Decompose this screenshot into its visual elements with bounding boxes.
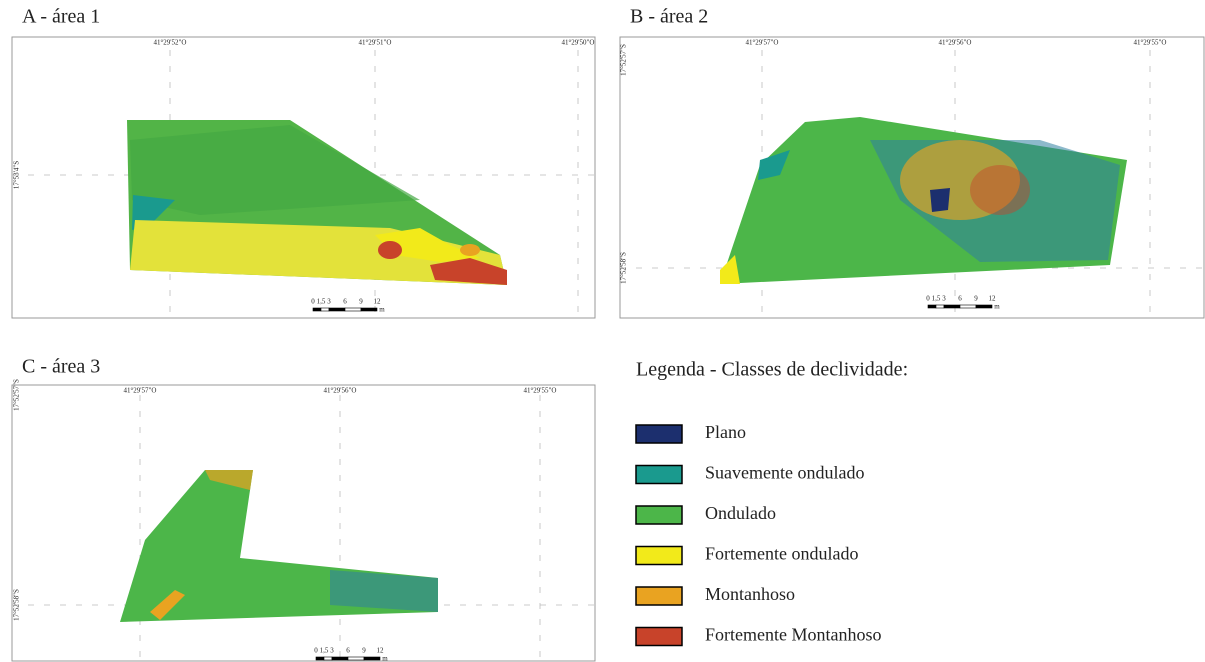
scale-bar-label: 6 <box>343 298 347 306</box>
panel-title: B - área 2 <box>630 6 708 28</box>
longitude-label: 41°29'52"O <box>154 39 187 47</box>
legend-label: Suavemente ondulado <box>705 463 864 483</box>
latitude-label: 17°52'57"S <box>13 379 21 411</box>
scale-bar-segment <box>361 308 377 311</box>
longitude-label: 41°29'51"O <box>359 39 392 47</box>
latitude-label: 17°52'58"S <box>620 252 628 284</box>
scale-bar-label: m <box>382 655 388 662</box>
longitude-label: 41°29'57"O <box>746 39 779 47</box>
longitude-label: 41°29'55"O <box>524 387 557 395</box>
figure: A - área 1 41°29'52"O 41°29'51"O 41°29'50"O… <box>0 0 1205 662</box>
scale-bar-label: 12 <box>377 647 385 655</box>
scale-bar-segment <box>944 305 960 308</box>
longitude-label: 41°29'56"O <box>939 39 972 47</box>
scale-bar-label: 0 <box>314 647 318 655</box>
legend-swatch <box>636 466 682 484</box>
legend-swatch <box>636 547 682 565</box>
longitude-label: 41°29'56"O <box>324 387 357 395</box>
legend-swatch <box>636 506 682 524</box>
scale-bar-segment <box>976 305 992 308</box>
scale-bar-label: 0 <box>311 298 315 306</box>
scale-bar-segment <box>332 657 348 660</box>
scale-bar-label: 6 <box>346 647 350 655</box>
legend-swatch <box>636 587 682 605</box>
legend-swatch <box>636 628 682 646</box>
legend-label: Fortemente ondulado <box>705 544 858 564</box>
scale-bar-segment <box>364 657 380 660</box>
legend-swatch <box>636 425 682 443</box>
panel-title: C - área 3 <box>22 356 100 378</box>
latitude-label: 17°53'4"S <box>13 161 21 189</box>
legend-title: Legenda - Classes de declividade: <box>636 359 908 381</box>
scale-bar-label: 3 <box>942 295 946 303</box>
scale-bar-label: 1,5 <box>320 647 329 655</box>
scale-bar-label: 12 <box>374 298 382 306</box>
scale-bar-label: 3 <box>330 647 334 655</box>
longitude-label: 41°29'55"O <box>1134 39 1167 47</box>
scale-bar-label: 9 <box>974 295 978 303</box>
scale-bar-label: 0 <box>926 295 930 303</box>
scale-bar-label: 6 <box>958 295 962 303</box>
legend-label: Plano <box>705 422 746 442</box>
scale-bar-label: 9 <box>359 298 363 306</box>
scale-bar-segment <box>329 308 345 311</box>
legend-label: Montanhoso <box>705 584 795 604</box>
scale-bar-segment <box>936 305 944 308</box>
map-frame <box>12 385 595 661</box>
legend-label: Fortemente Montanhoso <box>705 625 881 645</box>
panel-title: A - área 1 <box>22 6 100 28</box>
legend-label: Ondulado <box>705 503 776 523</box>
scale-bar-segment <box>345 308 361 311</box>
scale-bar-label: 9 <box>362 647 366 655</box>
scale-bar-segment <box>316 657 324 660</box>
longitude-label: 41°29'50"O <box>562 39 595 47</box>
scale-bar-segment <box>348 657 364 660</box>
scale-bar-label: 3 <box>327 298 331 306</box>
scale-bar-label: m <box>379 306 385 314</box>
scale-bar-label: m <box>994 303 1000 311</box>
scale-bar-label: 12 <box>989 295 997 303</box>
scale-bar-label: 1,5 <box>932 295 941 303</box>
longitude-label: 41°29'57"O <box>124 387 157 395</box>
scale-bar-segment <box>928 305 936 308</box>
scale-bar-label: 1,5 <box>317 298 326 306</box>
scale-bar-segment <box>321 308 329 311</box>
latitude-label: 17°52'58"S <box>13 589 21 621</box>
scale-bar-segment <box>313 308 321 311</box>
latitude-label: 17°52'57"S <box>620 44 628 76</box>
scale-bar-segment <box>324 657 332 660</box>
scale-bar-segment <box>960 305 976 308</box>
